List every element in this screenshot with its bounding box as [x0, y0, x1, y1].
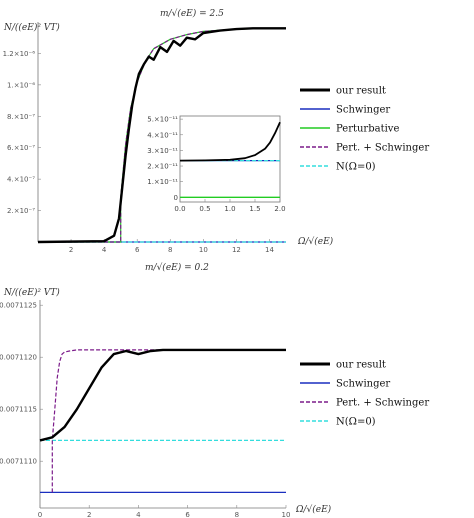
- top-x-tick-label-1: 4: [102, 246, 107, 254]
- inset-plot: 0.0 0.5 1.0 1.5 2.0 0 1.×10⁻¹¹ 2.×10⁻¹¹ 3.×10⁻¹¹…: [147, 115, 286, 213]
- inset-y-tick-label-4: 4.×10⁻¹¹: [147, 131, 178, 139]
- bottom-x-tick-label-4: 8: [235, 511, 239, 518]
- top-legend-label-0: our result: [336, 86, 386, 97]
- bottom-legend-label-2: Pert. + Schwinger: [336, 398, 429, 409]
- bottom-y-tick-label-0: 0.0071110: [0, 458, 37, 466]
- inset-x-tick-label-4: 2.0: [274, 205, 285, 213]
- bottom-series-our-result: [39, 348, 286, 442]
- top-x-tick-label-4: 10: [199, 246, 208, 254]
- bottom-xlabel: Ω/√(eE): [295, 504, 332, 515]
- bottom-ylabel: N/((eE)² VT): [3, 287, 60, 298]
- top-legend-label-1: Schwinger: [336, 105, 390, 116]
- top-x-tick-label-5: 12: [232, 246, 241, 254]
- bottom-x-tick-label-1: 2: [87, 511, 91, 518]
- top-xlabel: Ω/√(eE): [297, 236, 334, 247]
- bottom-y-tick-label-1: 0.0071115: [0, 406, 37, 414]
- inset-y-tick-label-1: 1.×10⁻¹¹: [147, 178, 178, 186]
- top-x-tick-label-6: 14: [265, 246, 274, 254]
- bottom-axes: 0 2 4 6 8 10 0.0071110 0.0071115 0.0071120 0.0071…: [0, 300, 290, 518]
- top-series-our-result: [37, 27, 286, 244]
- bottom-legend: our result Schwinger Pert. + Schwinger N(Ω=…: [300, 360, 429, 428]
- bottom-series-pert-schwinger: [51, 349, 286, 493]
- inset-x-tick-label-2: 1.0: [224, 205, 235, 213]
- inset-x-tick-label-0: 0.0: [174, 205, 185, 213]
- bottom-series-group: [39, 348, 286, 493]
- top-x-tick-label-0: 2: [69, 246, 73, 254]
- bottom-y-tick-label-3: 0.0071125: [0, 302, 37, 310]
- inset-x-tick-label-3: 1.5: [249, 205, 260, 213]
- inset-series-our-result: [179, 121, 281, 162]
- bottom-x-tick-label-2: 4: [136, 511, 141, 518]
- bottom-x-tick-label-5: 10: [282, 511, 291, 518]
- bottom-y-tick-label-2: 0.0071120: [0, 354, 37, 362]
- top-y-tick-label-4: 1.×10⁻⁶: [7, 81, 35, 89]
- top-y-tick-label-5: 1.2×10⁻⁶: [3, 50, 36, 58]
- inset-y-tick-label-5: 5.×10⁻¹¹: [147, 116, 178, 124]
- top-y-tick-label-2: 6.×10⁻⁷: [7, 144, 35, 152]
- top-y-tick-label-0: 2.×10⁻⁷: [7, 207, 35, 215]
- top-legend-label-3: Pert. + Schwinger: [336, 143, 429, 154]
- top-legend-label-2: Perturbative: [336, 124, 399, 135]
- top-legend: our result Schwinger Perturbative Pert. + S…: [300, 86, 429, 173]
- inset-y-tick-label-2: 2.×10⁻¹¹: [147, 163, 178, 171]
- inset-y-tick-label-0: 0: [174, 194, 178, 202]
- inset-y-tick-label-3: 3.×10⁻¹¹: [147, 147, 178, 155]
- bottom-chart-title: m/√(eE) = 0.2: [145, 262, 209, 273]
- top-ylabel: N/((eE)² VT): [3, 22, 60, 33]
- bottom-x-tick-label-3: 6: [185, 511, 190, 518]
- top-chart-title: m/√(eE) = 2.5: [160, 8, 224, 19]
- bottom-legend-label-3: N(Ω=0): [336, 417, 376, 428]
- bottom-x-tick-label-0: 0: [38, 511, 42, 518]
- bottom-legend-label-1: Schwinger: [336, 379, 390, 390]
- bottom-legend-label-0: our result: [336, 360, 386, 371]
- top-x-tick-label-3: 8: [168, 246, 172, 254]
- top-series-group: [37, 27, 287, 244]
- top-y-tick-label-1: 4.×10⁻⁷: [7, 176, 35, 184]
- inset-x-tick-label-1: 0.5: [199, 205, 210, 213]
- top-x-tick-label-2: 6: [135, 246, 140, 254]
- top-axes: 2 4 6 8 10 12 14 2.×10⁻⁷ 4.×10⁻⁷ 6.×10⁻⁷ 8.×10⁻⁷ 1.…: [3, 22, 286, 254]
- top-y-tick-label-3: 8.×10⁻⁷: [7, 113, 35, 121]
- top-legend-label-4: N(Ω=0): [336, 162, 376, 173]
